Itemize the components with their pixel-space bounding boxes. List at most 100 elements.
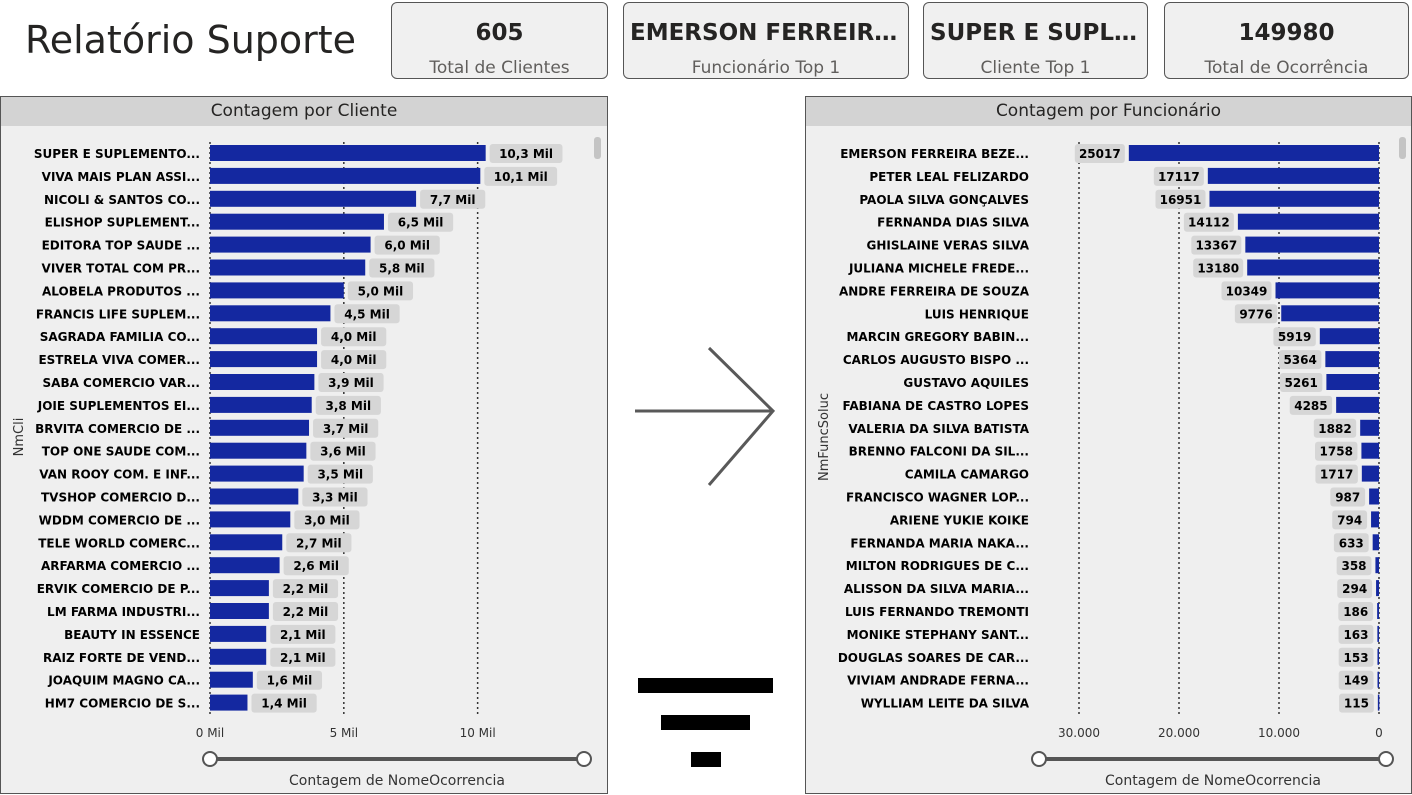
bar: [1326, 374, 1379, 390]
data-label: 1,4 Mil: [261, 697, 307, 711]
data-label-bg: [484, 166, 558, 186]
data-label-bg: [321, 327, 387, 347]
category-label: VIVER TOTAL COM PR...: [42, 262, 200, 276]
category-label: BEAUTY IN ESSENCE: [64, 628, 200, 642]
data-label-bg: [251, 693, 317, 713]
category-label: JOIE SUPLEMENTOS EI...: [37, 399, 200, 413]
kpi-value: SUPER E SUPLEMENTOS: [930, 20, 1141, 46]
data-label-bg: [1338, 602, 1374, 621]
bar: [210, 511, 291, 528]
data-label-bg: [1315, 464, 1358, 484]
data-label: 4,0 Mil: [331, 330, 377, 344]
data-label-bg: [310, 441, 376, 461]
bar: [1361, 442, 1379, 459]
data-label: 13180: [1197, 262, 1239, 276]
chart-title: Contagem por Funcionário: [806, 97, 1411, 126]
kpi-card-total-ocorrencia[interactable]: 149980 Total de Ocorrência: [1164, 2, 1409, 79]
kpi-card-total-clientes[interactable]: 605 Total de Clientes: [391, 2, 608, 79]
category-label: JOAQUIM MAGNO CA...: [47, 674, 200, 688]
bar: [210, 282, 344, 299]
data-label: 4285: [1294, 399, 1327, 413]
range-slider-handle-max: [576, 751, 592, 767]
data-label: 3,9 Mil: [328, 376, 374, 390]
data-label: 633: [1339, 536, 1364, 550]
bar: [210, 488, 299, 505]
data-label-bg: [1313, 418, 1357, 438]
data-label: 4,0 Mil: [331, 353, 377, 367]
category-label: ALISSON DA SILVA MARIA...: [844, 582, 1029, 596]
data-label: 358: [1341, 559, 1366, 573]
kpi-value: 605: [475, 20, 524, 46]
data-label-bg: [347, 281, 414, 301]
bar: [1371, 511, 1379, 528]
data-label-bg: [1338, 670, 1374, 690]
category-label: SUPER E SUPLEMENTO...: [34, 147, 200, 161]
data-label: 987: [1335, 491, 1360, 505]
category-label: ARFARMA COMERCIO ...: [41, 559, 200, 573]
category-label: ERVIK COMERCIO DE P...: [37, 582, 200, 596]
data-label: 10,3 Mil: [499, 147, 553, 161]
data-label-bg: [318, 373, 384, 392]
category-label: SAGRADA FAMILIA CO...: [40, 330, 200, 344]
category-label: WDDM COMERCIO DE ...: [39, 513, 200, 527]
bar: [210, 534, 283, 551]
arrow-right-icon: [635, 346, 776, 486]
data-label: 5,0 Mil: [358, 284, 404, 298]
category-label: GHISLAINE VERAS SILVA: [866, 239, 1029, 253]
data-label: 6,5 Mil: [398, 216, 444, 230]
kpi-card-cliente-top[interactable]: SUPER E SUPLEMENTOS Cliente Top 1: [923, 2, 1148, 79]
chart-contagem-por-funcionario[interactable]: Contagem por Funcionário 30.000 20.000 10.…: [805, 96, 1412, 794]
category-label: TVSHOP COMERCIO D...: [41, 491, 200, 505]
category-label: VIVIAM ANDRADE FERNA...: [847, 674, 1029, 688]
data-label-bg: [1191, 235, 1242, 255]
data-label-bg: [315, 395, 381, 415]
kpi-label: Funcionário Top 1: [691, 58, 841, 78]
category-label: BRVITA COMERCIO DE ...: [35, 422, 200, 436]
data-label-bg: [1332, 510, 1368, 530]
data-label: 16951: [1160, 193, 1202, 207]
x-tick-label: 10.000: [1258, 726, 1300, 740]
data-label-bg: [1330, 487, 1366, 507]
data-label-bg: [1221, 281, 1272, 301]
bar: [1375, 557, 1379, 574]
bar: [210, 648, 267, 665]
data-label: 10349: [1226, 284, 1268, 298]
category-label: VALERIA DA SILVA BATISTA: [848, 422, 1029, 436]
x-tick-label: 0 Mil: [196, 726, 224, 740]
y-axis-title: NmFuncSoluc: [817, 393, 832, 481]
bar: [1209, 190, 1379, 207]
category-label: HM7 COMERCIO DE S...: [45, 697, 200, 711]
filter-icon[interactable]: [636, 676, 776, 770]
bar: [1377, 625, 1379, 642]
x-tick-label: 30.000: [1058, 726, 1100, 740]
data-label: 2,7 Mil: [296, 536, 342, 550]
bar: [210, 374, 315, 390]
category-label: WYLLIAM LEITE DA SILVA: [861, 697, 1030, 711]
bar: [1369, 488, 1379, 505]
chart-funcionario-plot: 30.000 20.000 10.000 0 EMERSON FERREIRA BEZE…: [817, 137, 1406, 789]
category-label: ANDRE FERREIRA DE SOUZA: [839, 284, 1030, 298]
data-label-bg: [1193, 258, 1244, 278]
kpi-card-funcionario-top[interactable]: EMERSON FERREIRA BEZERRA Funcionário Top…: [623, 2, 909, 79]
category-label: NICOLI & SANTOS CO...: [44, 193, 200, 207]
bar: [1376, 580, 1379, 597]
bar: [1319, 328, 1379, 345]
data-label-bg: [489, 144, 563, 163]
bar: [210, 305, 331, 322]
bar: [210, 145, 486, 161]
data-label: 294: [1342, 582, 1367, 596]
data-label-bg: [1234, 304, 1278, 324]
bar: [210, 190, 417, 207]
range-slider-handle-min: [1031, 751, 1047, 767]
data-label: 6,0 Mil: [384, 239, 430, 253]
chart-contagem-por-cliente[interactable]: Contagem por Cliente 0 Mil 5 Mil 10 Mil SUP…: [0, 96, 608, 794]
data-label-bg: [1337, 579, 1373, 599]
chart-title: Contagem por Cliente: [1, 97, 607, 126]
bar: [1377, 648, 1379, 665]
scrollbar-thumb: [1399, 137, 1406, 159]
x-tick-label: 0: [1375, 726, 1383, 740]
data-label-bg: [313, 418, 379, 438]
kpi-value: 149980: [1238, 20, 1335, 46]
category-label: LUIS FERNANDO TREMONTI: [845, 605, 1029, 619]
data-label: 25017: [1079, 147, 1121, 161]
